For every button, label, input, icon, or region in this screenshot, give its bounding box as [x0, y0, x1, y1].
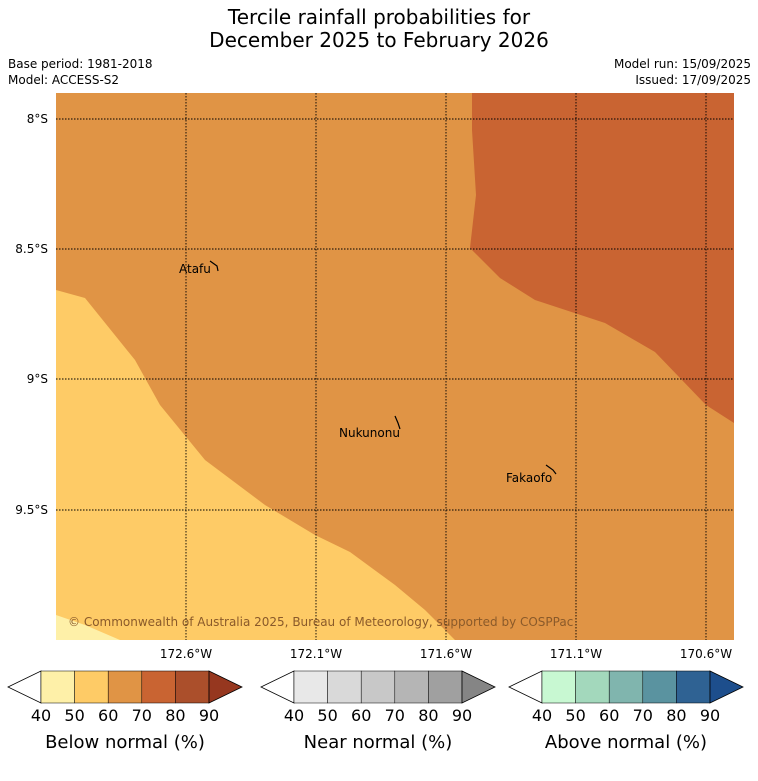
- place-label-fakaofo: Fakaofo: [506, 471, 552, 485]
- lon-label: 171.1°W: [550, 647, 602, 661]
- colorbar-tick: 60: [351, 706, 371, 725]
- lon-label: 172.1°W: [290, 647, 342, 661]
- lon-label: 170.6°W: [680, 647, 732, 661]
- atafu-atoll-shape: [209, 260, 219, 272]
- colorbar-above-swatch: [575, 670, 610, 704]
- lat-label: 8.5°S: [15, 242, 48, 256]
- map-title-line-1: Tercile rainfall probabilities for: [227, 5, 531, 29]
- colorbar-below-lower-arrow: [7, 670, 42, 704]
- colorbar-near-swatch: [293, 670, 328, 704]
- colorbar-below-swatch: [141, 670, 176, 704]
- colorbar-above-swatch: [541, 670, 576, 704]
- colorbar-tick: 60: [98, 706, 118, 725]
- atoll-outlines: [209, 260, 557, 475]
- probability-shading: [56, 93, 734, 640]
- lat-label: 9.5°S: [15, 503, 48, 517]
- colorbar-title: Above normal (%): [545, 732, 707, 753]
- colorbar-near-swatch: [394, 670, 429, 704]
- zone-50-60: [56, 290, 455, 640]
- colorbar-tick: 80: [666, 706, 686, 725]
- colorbar-tick: 50: [64, 706, 84, 725]
- colorbar-below-swatch: [107, 670, 143, 704]
- colorbar-tick: 90: [199, 706, 219, 725]
- colorbar-below-upper-arrow: [208, 670, 243, 704]
- colorbar-tick: 40: [284, 706, 304, 725]
- colorbar-above-upper-arrow: [709, 670, 744, 704]
- nukunonu-atoll-shape: [394, 415, 401, 430]
- colorbar-above-normal: 40 50 60 70 80 90 Above normal (%): [508, 670, 744, 753]
- lat-label: 9°S: [27, 372, 48, 386]
- colorbar-near-lower-arrow: [260, 670, 295, 704]
- colorbar-near-normal: 40 50 60 70 80 90 Near normal (%): [260, 670, 496, 753]
- colorbar-below-swatch: [175, 670, 210, 704]
- fakaofo-atoll-shape: [545, 464, 557, 475]
- colorbar-tick: 80: [165, 706, 185, 725]
- colorbar-near-swatch: [428, 670, 463, 704]
- colorbar-tick: 70: [633, 706, 653, 725]
- model-run-text: Model run: 15/09/2025: [613, 57, 751, 71]
- colorbar-tick: 80: [418, 706, 438, 725]
- graticule: [56, 93, 734, 640]
- colorbar-tick: 50: [565, 706, 585, 725]
- colorbar-title: Below normal (%): [45, 732, 205, 753]
- colorbar-tick: 70: [132, 706, 152, 725]
- colorbar-tick: 60: [599, 706, 619, 725]
- copyright-notice: © Commonwealth of Australia 2025, Bureau…: [68, 615, 573, 629]
- issued-text: Issued: 17/09/2025: [635, 73, 751, 87]
- colorbar-below-swatch: [40, 670, 75, 704]
- map-title-line-2: December 2025 to February 2026: [209, 28, 549, 52]
- colorbar-title: Near normal (%): [304, 732, 453, 753]
- model-text: Model: ACCESS-S2: [8, 73, 120, 87]
- colorbar-below-normal: 40 50 60 70 80 90 Below normal (%): [7, 670, 243, 753]
- colorbar-tick: 90: [452, 706, 472, 725]
- lat-label: 8°S: [27, 112, 48, 126]
- zone-40-50: [56, 615, 120, 640]
- colorbar-tick: 90: [700, 706, 720, 725]
- colorbar-above-swatch: [642, 670, 677, 704]
- colorbar-near-upper-arrow: [461, 670, 496, 704]
- lon-label: 172.6°W: [160, 647, 212, 661]
- colorbar-near-swatch: [360, 670, 396, 704]
- place-label-nukunonu: Nukunonu: [339, 426, 400, 440]
- zone-70-80: [470, 93, 734, 423]
- colorbar-above-lower-arrow: [508, 670, 543, 704]
- base-period-text: Base period: 1981-2018: [8, 57, 153, 71]
- colorbar-above-swatch: [608, 670, 644, 704]
- lon-label: 171.6°W: [420, 647, 472, 661]
- colorbar-tick: 40: [532, 706, 552, 725]
- colorbar-above-swatch: [676, 670, 711, 704]
- place-label-atafu: Atafu: [179, 262, 211, 276]
- colorbar-below-swatch: [74, 670, 109, 704]
- colorbar-tick: 70: [385, 706, 405, 725]
- colorbar-tick: 50: [317, 706, 337, 725]
- colorbar-tick: 40: [31, 706, 51, 725]
- colorbar-near-swatch: [327, 670, 362, 704]
